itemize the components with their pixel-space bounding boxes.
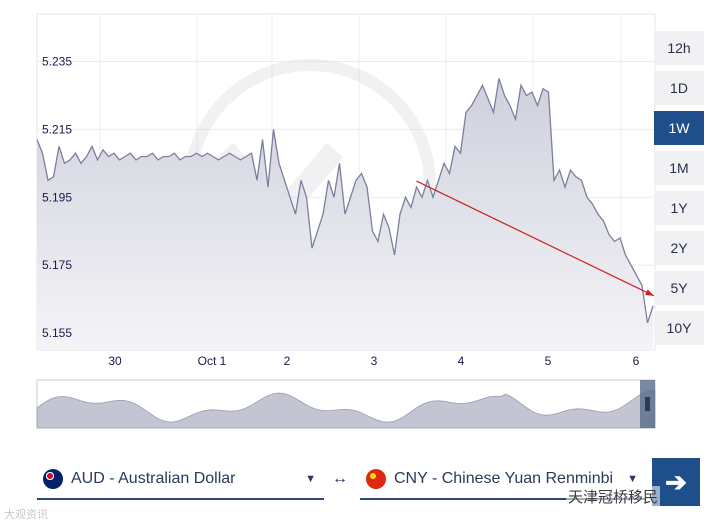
navigator-area [36, 389, 656, 429]
from-currency-select[interactable]: AUD - Australian Dollar ▼ [37, 460, 324, 500]
x-tick-label: 5 [545, 354, 552, 368]
x-tick-label: 6 [633, 354, 640, 368]
from-currency-label: AUD - Australian Dollar [71, 470, 236, 487]
trend-arrow-head [645, 289, 654, 296]
watermark-left: 大观资讯 [4, 509, 48, 521]
chevron-down-icon: ▼ [627, 473, 638, 485]
watermark-right: 天津冠桥移民 [566, 486, 661, 507]
range-button-2y[interactable]: 2Y [654, 230, 704, 265]
rate-line [36, 78, 654, 324]
x-tick-label: 3 [371, 354, 378, 368]
convert-arrow-button[interactable]: ➔ [652, 458, 700, 506]
range-button-1w[interactable]: 1W [654, 110, 704, 145]
trend-arrow-line [416, 180, 655, 297]
range-button-10y[interactable]: 10Y [654, 310, 704, 345]
range-button-1m[interactable]: 1M [654, 150, 704, 185]
range-button-12h[interactable]: 12h [654, 30, 704, 65]
au-flag-icon [43, 469, 63, 489]
range-button-1d[interactable]: 1D [654, 70, 704, 105]
x-tick-label: 4 [458, 354, 465, 368]
x-tick-label: 30 [108, 354, 122, 368]
swap-icon[interactable]: ↔ [332, 470, 348, 487]
chevron-down-icon: ▼ [305, 473, 316, 485]
range-button-1y[interactable]: 1Y [654, 190, 704, 225]
x-tick-label: Oct 1 [198, 354, 227, 368]
to-currency-select[interactable]: CNY - Chinese Yuan Renminbi ▼ [360, 460, 646, 500]
range-button-5y[interactable]: 5Y [654, 270, 704, 305]
navigator-handle[interactable] [645, 397, 650, 411]
y-tick-label: 5.155 [42, 326, 72, 340]
cn-flag-icon [366, 469, 386, 489]
y-tick-label: 5.215 [42, 122, 72, 136]
y-tick-label: 5.195 [42, 190, 72, 204]
x-tick-label: 2 [284, 354, 291, 368]
y-tick-label: 5.175 [42, 258, 72, 272]
y-tick-label: 5.235 [42, 55, 72, 69]
to-currency-label: CNY - Chinese Yuan Renminbi [394, 470, 614, 487]
